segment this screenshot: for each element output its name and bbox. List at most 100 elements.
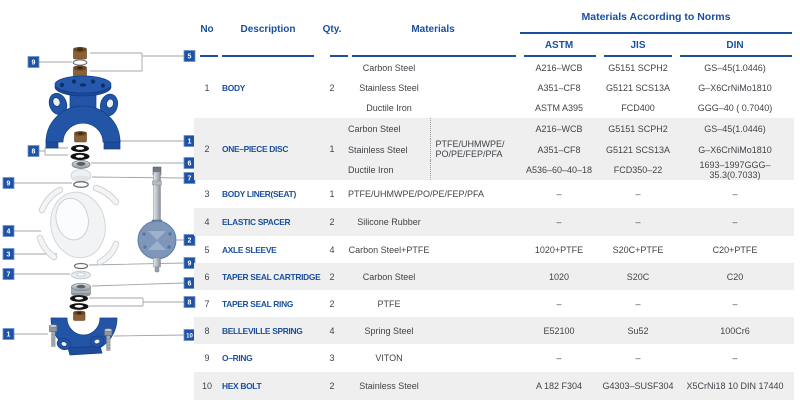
cell-qty: 4	[329, 244, 335, 255]
taper-seal-ring-lower-part	[71, 270, 91, 280]
cell-jis: G5121 SCS13A	[600, 139, 676, 160]
cell-material: Ductile Iron	[366, 103, 412, 113]
cell-jis: FCD350–22	[600, 160, 676, 180]
cell-astm: E52100	[518, 317, 600, 344]
cell-material: PTFE	[377, 298, 401, 309]
cell-no: 10	[194, 372, 220, 400]
upper-body-part	[45, 75, 121, 150]
tag-label: 1	[188, 139, 192, 146]
cell-jis: S20C	[600, 263, 676, 290]
cell-no: 8	[194, 317, 220, 344]
cell-material: Stainless Steel	[348, 372, 430, 400]
tag-4: 4	[2, 225, 15, 237]
cell-jis: G5151 SCPH2	[600, 118, 676, 139]
header-underline	[604, 55, 672, 57]
table-row: 1 BODY 2 Carbon Steel A216–WCB G5151 SCP…	[194, 58, 794, 93]
col-header-din: DIN	[726, 40, 744, 51]
cell-din: G–X6CrNiMo1810	[676, 139, 794, 160]
tag-label: 6	[188, 161, 192, 168]
col-header-description: Description	[240, 24, 296, 35]
cell-astm: –	[556, 298, 562, 309]
cell-jis: G5121 SCS13A	[605, 83, 671, 93]
cell-material: Carbon Steel	[362, 63, 416, 73]
tag-label: 3	[7, 252, 11, 259]
header-underline	[680, 55, 792, 57]
cell-no: 5	[204, 244, 210, 255]
cell-description: O–RING	[222, 353, 253, 363]
cell-din: X5CrNi18 10 DIN 17440	[676, 372, 794, 400]
tag-5: 5	[183, 50, 196, 62]
cell-jis: –	[635, 353, 641, 363]
tag-7b: 7	[2, 268, 15, 280]
belleville-spring-lower-part	[69, 295, 89, 310]
cell-material-side	[430, 236, 518, 263]
elastic-spacer-arcs-part	[36, 184, 120, 266]
taper-seal-cartridge-lower-part	[71, 282, 91, 298]
tag-label: 1	[7, 332, 11, 339]
cell-astm: A351–CF8	[537, 83, 581, 93]
cell-astm: A216–WCB	[535, 63, 583, 73]
cell-astm: –	[556, 353, 562, 363]
cell-qty: 2	[316, 263, 348, 290]
cell-no: 3	[204, 189, 210, 199]
norms-underline	[520, 32, 792, 34]
o-ring-middle-part	[73, 181, 89, 188]
exploded-valve-diagram: 5 9 1 8 6 7 9 4 3 2 9 7 6 8 1 10	[2, 46, 196, 356]
cell-qty: 1	[329, 189, 335, 199]
cell-no: 2	[194, 118, 220, 180]
tag-label: 8	[32, 149, 36, 156]
cell-material-side	[430, 344, 518, 372]
o-ring-top-part	[72, 59, 88, 66]
tag-label: 7	[7, 272, 11, 279]
axle-sleeve-second-part	[73, 65, 87, 78]
header-underline	[330, 55, 348, 57]
cell-qty: 4	[316, 317, 348, 344]
table-row: 5 AXLE SLEEVE 4 Carbon Steel+PTFE 1020+P…	[194, 236, 794, 263]
cell-material: Stainless Steel	[359, 83, 419, 93]
disc-stem-part	[137, 166, 177, 273]
cell-din: GS–45(1.0446)	[704, 63, 766, 73]
cell-qty: 2	[329, 298, 335, 309]
axle-sleeve-lower-part	[73, 310, 86, 321]
cell-material: VITON	[375, 353, 403, 363]
tag-label: 9	[32, 60, 36, 67]
cell-astm: –	[556, 189, 562, 199]
tag-label: 9	[188, 261, 192, 268]
cell-din: GGG–40 ( 0.7040)	[697, 103, 773, 113]
cell-astm: A216–WCB	[518, 118, 600, 139]
cell-description: TAPER SEAL RING	[222, 298, 294, 309]
norms-group-header: Materials According to Norms	[581, 11, 731, 23]
cell-jis: FCD400	[621, 103, 655, 113]
tag-label: 7	[188, 176, 192, 183]
taper-seal-ring-upper-part	[70, 169, 92, 182]
cell-din: 100Cr6	[676, 317, 794, 344]
table-row: Ductile Iron ASTM A395 FCD400 GGG–40 ( 0…	[194, 98, 794, 118]
cell-description: TAPER SEAL CARTRIDGE	[220, 263, 321, 290]
tag-9b: 9	[2, 177, 15, 189]
tag-label: 4	[7, 229, 11, 236]
cell-din: 1693–1997GGG–35.3(0.7033)	[676, 160, 794, 180]
table-row: 10 HEX BOLT 2 Stainless Steel A 182 F304…	[194, 372, 794, 400]
cell-astm: 1020	[518, 263, 600, 290]
cell-jis: G4303–SUSF304	[600, 372, 676, 400]
cell-din: –	[732, 189, 738, 199]
table-row: 2 ONE–PIECE DISC 1 Carbon Steel PTFE/UHM…	[194, 118, 794, 180]
tag-label: 10	[186, 334, 193, 340]
hex-bolt-left-part	[49, 324, 58, 347]
table-row: 9 O–RING 3 VITON – – –	[194, 344, 794, 372]
table-row: Stainless Steel A351–CF8 G5121 SCS13A G–…	[194, 78, 794, 98]
cell-description: BELLEVILLE SPRING	[220, 317, 316, 344]
cell-material: Carbon Steel+PTFE	[348, 244, 430, 255]
hex-bolt-right-part	[104, 328, 113, 351]
cell-material-side	[430, 372, 518, 400]
cell-description: ELASTIC SPACER	[220, 208, 316, 236]
cell-qty: 2	[329, 83, 335, 93]
col-header-jis: JIS	[630, 40, 646, 51]
cell-astm: A 182 F304	[518, 372, 600, 400]
cell-material: Silicone Rubber	[348, 208, 430, 236]
cell-material: Stainless Steel	[348, 139, 430, 160]
col-header-materials: Materials	[411, 24, 455, 35]
table-row: 3 BODY LINER(SEAT) 1 PTFE/UHMWPE/PO/PE/F…	[194, 180, 794, 208]
cell-qty: 1	[316, 118, 348, 180]
parts-table: 1 BODY 2 Carbon Steel A216–WCB G5151 SCP…	[194, 58, 794, 400]
